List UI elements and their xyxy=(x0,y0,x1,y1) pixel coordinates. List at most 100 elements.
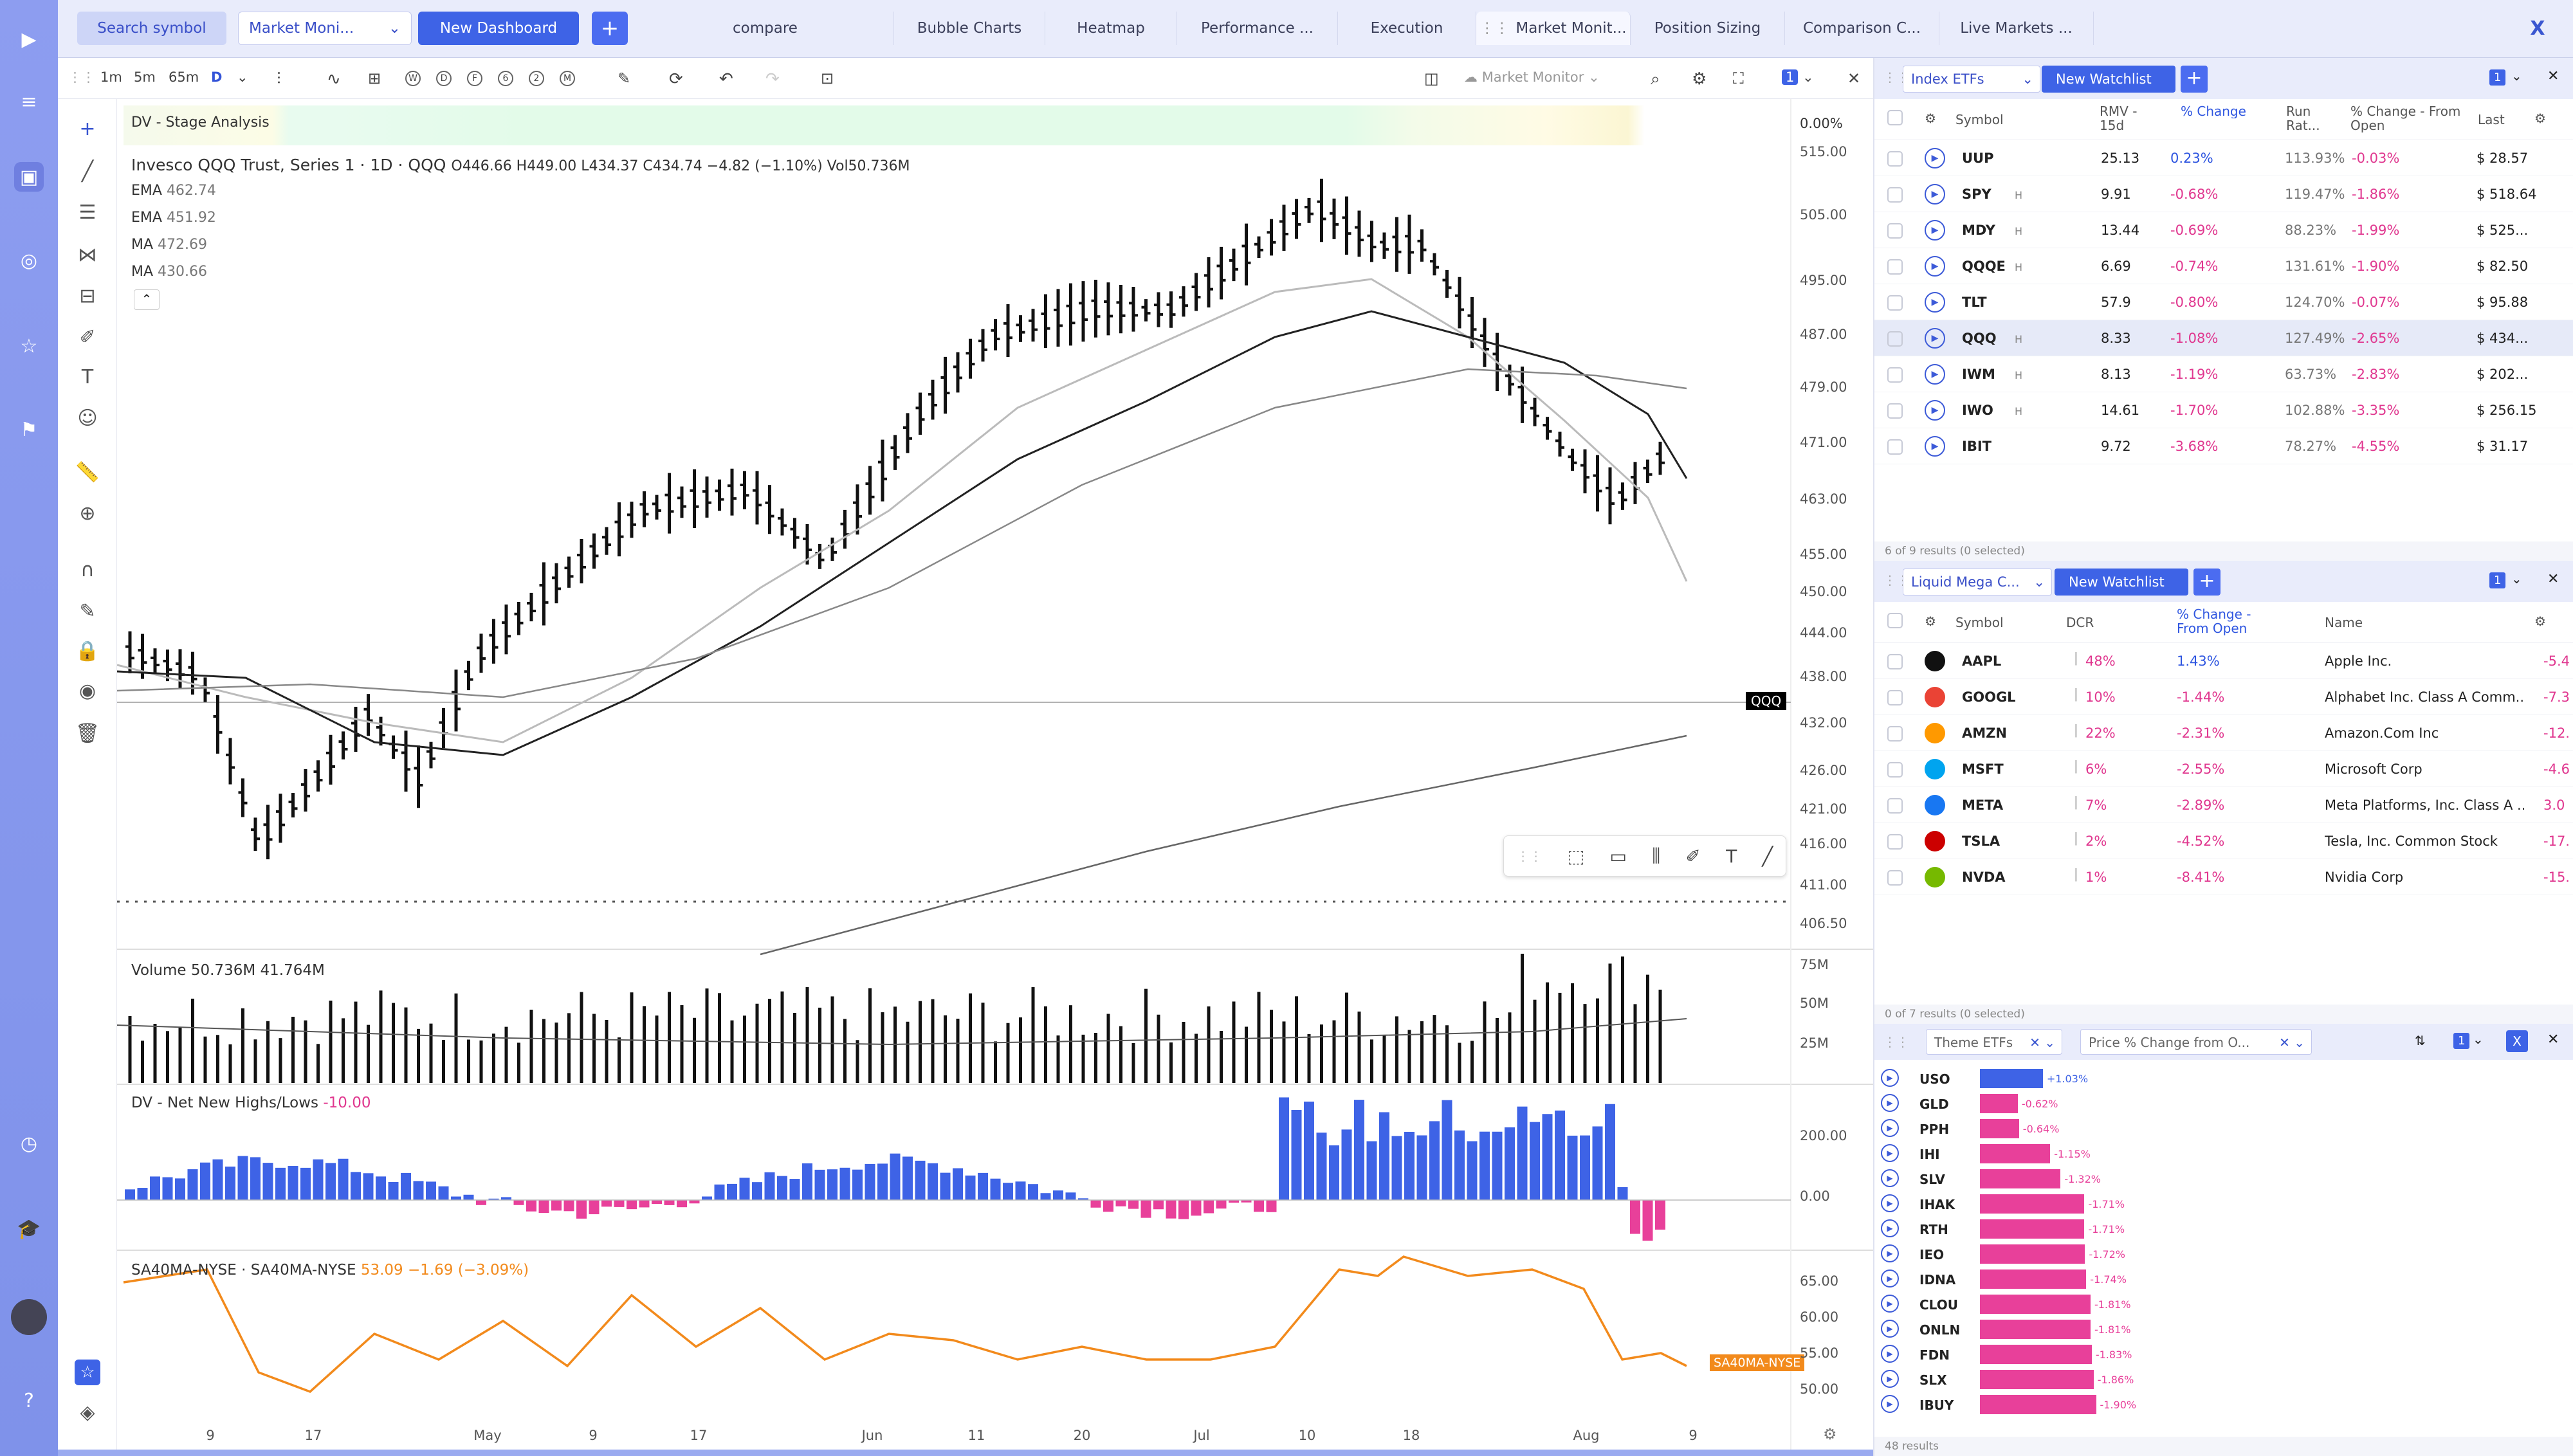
symbol-cell[interactable]: MSFT xyxy=(1962,761,2004,777)
symbol-cell[interactable]: SPY xyxy=(1962,187,1992,202)
play-icon[interactable]: ▶ xyxy=(1881,1345,1899,1363)
magnet-icon[interactable]: ∩ xyxy=(80,558,95,581)
column-dcr[interactable]: DCR xyxy=(2066,615,2094,630)
pattern-icon[interactable]: ⋈ xyxy=(78,243,97,266)
symbol-cell[interactable]: UUP xyxy=(1962,150,1994,166)
row-checkbox[interactable] xyxy=(1887,654,1903,669)
play-icon[interactable]: ▶ xyxy=(1925,148,1945,168)
row-checkbox[interactable] xyxy=(1887,798,1903,814)
table-row[interactable]: ▶ MDY H 13.44 -0.69% 88.23% -1.99% $ 525... xyxy=(1874,212,2573,248)
list-item[interactable]: ▶ CLOU -1.81% xyxy=(1874,1292,2573,1317)
row-checkbox[interactable] xyxy=(1887,367,1903,383)
list-item[interactable]: ▶ PPH -0.64% xyxy=(1874,1116,2573,1142)
row-checkbox[interactable] xyxy=(1887,295,1903,311)
play-icon[interactable]: ▶ xyxy=(1881,1119,1899,1137)
layout-icon[interactable]: ◫ xyxy=(1424,69,1439,87)
row-checkbox[interactable] xyxy=(1887,439,1903,455)
collapse-legend-button[interactable]: ⌃ xyxy=(134,289,160,310)
ruler-icon[interactable]: 📏 xyxy=(75,460,100,484)
symbol-cell[interactable]: FDN xyxy=(1919,1347,1950,1363)
row-checkbox[interactable] xyxy=(1887,762,1903,778)
table-row[interactable]: META │ 7% -2.89% Meta Platforms, Inc. Class … xyxy=(1874,787,2573,823)
sort-icon[interactable]: ⇅ xyxy=(2415,1033,2426,1048)
rectangle-icon[interactable]: ⬚ xyxy=(1567,845,1585,867)
play-icon[interactable]: ▶ xyxy=(1881,1069,1899,1087)
crosshair-icon[interactable]: + xyxy=(79,117,96,140)
table-row[interactable]: ▶ QQQE H 6.69 -0.74% 131.61% -1.90% $ 82.50 xyxy=(1874,248,2573,284)
table-row[interactable]: TSLA │ 2% -4.52% Tesla, Inc. Common Stock -17… xyxy=(1874,823,2573,859)
tab-performance[interactable]: Performance ... xyxy=(1177,12,1338,45)
star-icon[interactable]: ☆ xyxy=(20,334,38,358)
period-f[interactable]: F xyxy=(467,71,482,86)
interval-65m[interactable]: 65m xyxy=(169,69,199,85)
column-change[interactable]: % Change xyxy=(2181,104,2246,118)
theme-count[interactable]: 1 xyxy=(2453,1033,2470,1049)
period-m[interactable]: M xyxy=(560,71,575,86)
list-item[interactable]: ▶ SLV -1.32% xyxy=(1874,1167,2573,1192)
list-item[interactable]: ▶ FDN -1.83% xyxy=(1874,1342,2573,1367)
favorite-star-icon[interactable]: ☆ xyxy=(75,1360,100,1385)
chevron-down-icon[interactable]: ⌄ xyxy=(2511,68,2522,84)
row-checkbox[interactable] xyxy=(1887,187,1903,203)
radar-icon[interactable]: ◎ xyxy=(20,249,38,272)
play-icon[interactable]: ▶ xyxy=(1925,436,1945,457)
row-checkbox[interactable] xyxy=(1887,259,1903,275)
symbol-cell[interactable]: GLD xyxy=(1919,1097,1949,1112)
drag-handle-icon[interactable]: ⋮⋮ xyxy=(1516,848,1543,864)
symbol-cell[interactable]: GOOGL xyxy=(1962,689,2016,705)
symbol-cell[interactable]: META xyxy=(1962,797,2004,813)
tab-execution[interactable]: Execution xyxy=(1338,12,1476,45)
column-change-from-open[interactable]: % Change - From Open xyxy=(2350,104,2461,132)
eraser-icon[interactable]: ✎ xyxy=(618,69,631,87)
dashboard-icon[interactable]: ▣ xyxy=(14,162,44,192)
symbol-cell[interactable]: SLV xyxy=(1919,1172,1945,1187)
symbol-cell[interactable]: IHI xyxy=(1919,1147,1940,1162)
interval-5m[interactable]: 5m xyxy=(134,69,156,85)
text-icon[interactable]: T xyxy=(81,365,94,388)
symbol-cell[interactable]: TLT xyxy=(1962,295,1987,310)
row-checkbox[interactable] xyxy=(1887,690,1903,705)
table-row[interactable]: ▶ SPY H 9.91 -0.68% 119.47% -1.86% $ 518.64 xyxy=(1874,176,2573,212)
symbol-cell[interactable]: QQQE xyxy=(1962,259,2006,274)
period-w[interactable]: W xyxy=(405,71,421,86)
column-run-rate[interactable]: Run Rat... xyxy=(2286,104,2320,132)
fullscreen-icon[interactable]: ⛶ xyxy=(1733,69,1744,87)
symbol-cell[interactable]: RTH xyxy=(1919,1222,1948,1237)
list-item[interactable]: ▶ RTH -1.71% xyxy=(1874,1217,2573,1242)
table-row[interactable]: ▶ TLT 57.9 -0.80% 124.70% -0.07% $ 95.88 xyxy=(1874,284,2573,320)
symbol-cell[interactable]: IEO xyxy=(1919,1247,1945,1262)
refresh-icon[interactable]: ⟳ xyxy=(669,69,683,89)
drag-handle-icon[interactable]: ⋮⋮ xyxy=(68,69,95,85)
column-last[interactable]: Last xyxy=(2478,112,2505,127)
symbol-cell[interactable]: AAPL xyxy=(1962,653,2002,669)
play-icon[interactable]: ▶ xyxy=(1925,328,1945,349)
symbol-cell[interactable]: SLX xyxy=(1919,1372,1947,1388)
search-symbol-button[interactable]: Search symbol xyxy=(77,12,226,45)
close-icon[interactable]: ✕ xyxy=(1847,69,1861,87)
list-item[interactable]: ▶ ONLN -1.81% xyxy=(1874,1317,2573,1342)
clear-icon[interactable]: ✕ ⌄ xyxy=(2279,1035,2305,1050)
fib-icon[interactable]: ⊟ xyxy=(79,284,96,307)
play-icon[interactable]: ▶ xyxy=(1881,1295,1899,1313)
row-checkbox[interactable] xyxy=(1887,151,1903,167)
brush-icon[interactable]: ✐ xyxy=(1685,845,1701,867)
gear-icon[interactable]: ⚙ xyxy=(1692,69,1707,89)
avatar[interactable] xyxy=(11,1299,47,1335)
watchlist-select[interactable]: Index ETFs ⌄ xyxy=(1903,66,2040,93)
table-row[interactable]: ▶ IWO H 14.61 -1.70% 102.88% -3.35% $ 256.15 xyxy=(1874,392,2573,428)
column-change-from-open[interactable]: % Change - From Open xyxy=(2177,607,2251,635)
row-checkbox[interactable] xyxy=(1887,870,1903,886)
horizontal-lines-icon[interactable]: ☰ xyxy=(78,201,96,224)
symbol-cell[interactable]: PPH xyxy=(1919,1122,1950,1137)
snapshot-icon[interactable]: ⊡ xyxy=(821,69,834,87)
list-item[interactable]: ▶ IHI -1.15% xyxy=(1874,1142,2573,1167)
play-icon[interactable]: ▶ xyxy=(1881,1370,1899,1388)
sort-select[interactable]: Price % Change from O... ✕ ⌄ xyxy=(2080,1029,2312,1055)
tab-market-monitor[interactable]: ⋮⋮ Market Monit... xyxy=(1476,12,1631,45)
symbol-cell[interactable]: QQQ xyxy=(1962,331,1997,346)
column-name[interactable]: Name xyxy=(2325,615,2363,630)
watchlist-select[interactable]: Liquid Mega C... ⌄ xyxy=(1903,569,2052,596)
bar-style-icon[interactable]: ⫶ xyxy=(277,69,281,89)
chevron-down-icon[interactable]: ⌄ xyxy=(1802,69,1814,85)
line-icon[interactable]: ╱ xyxy=(1762,845,1773,867)
